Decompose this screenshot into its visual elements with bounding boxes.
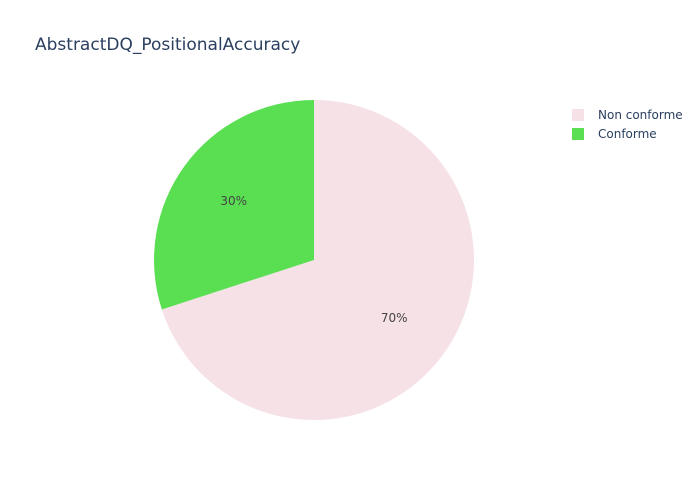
chart-title: AbstractDQ_PositionalAccuracy — [35, 35, 300, 55]
legend-label-conforme: Conforme — [598, 127, 657, 141]
legend-label-non-conforme: Non conforme — [598, 108, 683, 122]
legend: Non conforme Conforme — [572, 108, 683, 141]
pie-slice-conforme[interactable] — [154, 100, 314, 310]
legend-swatch-non-conforme — [572, 109, 584, 121]
slice-label-conforme: 30% — [220, 194, 247, 208]
legend-item-conforme[interactable]: Conforme — [572, 127, 657, 141]
legend-item-non-conforme[interactable]: Non conforme — [572, 108, 683, 122]
slice-label-non-conforme: 70% — [381, 311, 408, 325]
pie-slice-non-conforme[interactable] — [161, 100, 474, 420]
legend-swatch-conforme — [572, 128, 584, 140]
pie-slice-labels: 70% 30% — [220, 194, 407, 325]
pie-slices — [154, 100, 474, 420]
